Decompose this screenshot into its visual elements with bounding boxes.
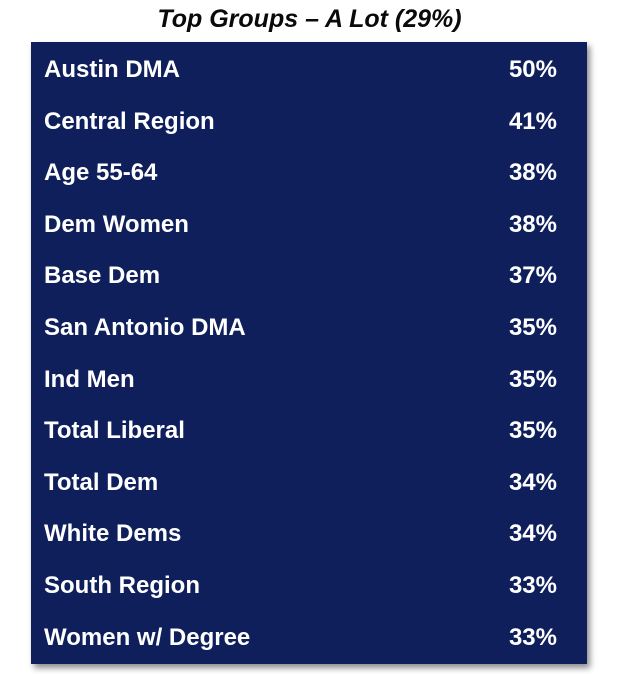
group-value: 34% [508, 468, 557, 496]
group-label: Ind Men [44, 365, 135, 393]
group-label: Dem Women [44, 210, 189, 238]
group-value: 35% [508, 417, 557, 445]
group-label: Central Region [44, 107, 215, 135]
table-row: South Region 33% [31, 560, 587, 612]
group-value: 33% [508, 572, 557, 599]
table-row: Central Region 41% [31, 96, 587, 148]
group-label: Total Dem [44, 468, 159, 496]
table-row: San Antonio DMA 35% [31, 302, 587, 354]
group-value: 35% [508, 314, 557, 341]
group-label: Age 55-64 [44, 159, 158, 187]
group-value: 41% [508, 107, 557, 135]
group-value: 35% [508, 365, 557, 393]
chart-title: Top Groups – A Lot (29%) [157, 5, 462, 33]
group-label: Total Liberal [44, 417, 185, 445]
group-value: 33% [508, 623, 557, 651]
group-value: 38% [508, 159, 557, 187]
group-label: Women w/ Degree [44, 623, 251, 651]
table-row: Ind Men 35% [31, 354, 587, 406]
table-row: Austin DMA 50% [31, 44, 587, 96]
group-label: Base Dem [44, 262, 161, 290]
group-value: 50% [508, 56, 557, 83]
table-row: Age 55-64 38% [31, 147, 587, 199]
table-row: Dem Women 38% [31, 199, 587, 251]
group-value: 38% [508, 210, 557, 238]
groups-table: Austin DMA 50% Central Region 41% Age 55-64 3… [31, 42, 587, 664]
table-row: Women w/ Degree 33% [31, 612, 587, 664]
group-value: 37% [508, 262, 557, 290]
group-label: White Dems [44, 520, 182, 548]
group-value: 34% [508, 520, 557, 548]
group-label: South Region [44, 572, 200, 599]
table-row: Total Dem 34% [31, 457, 587, 509]
table-row: Base Dem 37% [31, 250, 587, 302]
group-label: San Antonio DMA [44, 314, 246, 341]
group-label: Austin DMA [44, 56, 180, 83]
table-row: Total Liberal 35% [31, 405, 587, 457]
table-row: White Dems 34% [31, 508, 587, 560]
